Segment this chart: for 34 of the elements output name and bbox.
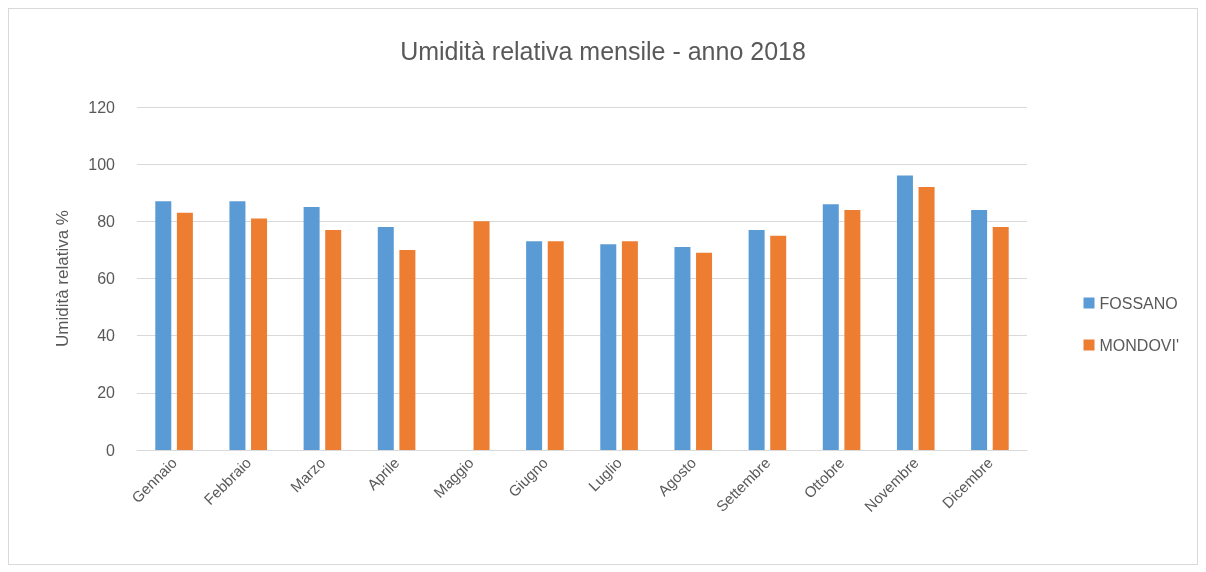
bar: [251, 218, 268, 450]
y-axis-title: Umidità relativa %: [53, 210, 72, 347]
bar: [473, 221, 490, 450]
bar: [600, 244, 617, 450]
bar: [896, 175, 913, 450]
bar: [621, 241, 638, 450]
bar: [303, 207, 320, 450]
chart-title: Umidità relativa mensile - anno 2018: [400, 36, 806, 65]
bar: [325, 229, 342, 450]
bar: [399, 249, 416, 450]
bar: [844, 209, 861, 450]
y-tick-label: 60: [97, 270, 116, 287]
bar: [748, 229, 765, 450]
bar: [229, 201, 246, 450]
bar: [377, 227, 394, 450]
bar: [674, 247, 691, 450]
bar: [822, 204, 839, 450]
legend-label: MONDOVI': [1099, 336, 1179, 354]
bar: [696, 252, 713, 450]
y-tick-label: 80: [97, 212, 116, 230]
y-tick-label: 120: [88, 98, 116, 116]
y-tick-label: 20: [97, 384, 116, 402]
legend-label: FOSSANO: [1099, 294, 1178, 312]
bar: [918, 187, 935, 450]
bar: [992, 227, 1009, 450]
y-tick-label: 40: [97, 327, 116, 345]
bar: [155, 201, 172, 450]
y-tick-label: 100: [88, 155, 116, 173]
y-tick-label: 0: [106, 441, 116, 459]
bar: [971, 209, 988, 450]
bar: [547, 241, 564, 450]
bar: [770, 235, 787, 450]
bar: [526, 241, 543, 450]
bar: [176, 212, 193, 450]
